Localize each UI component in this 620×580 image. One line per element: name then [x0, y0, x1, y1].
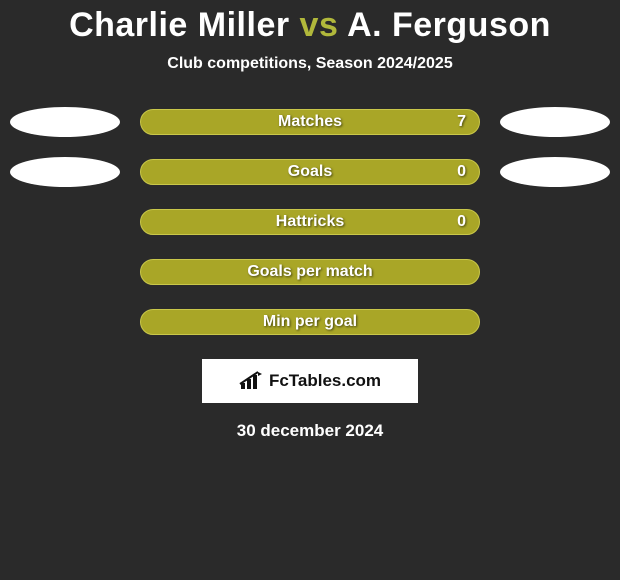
- stat-bar: Hattricks 0: [140, 209, 480, 235]
- ellipse-left: [10, 107, 120, 137]
- stat-row: Goals per match: [0, 257, 620, 287]
- stat-bar: Goals 0: [140, 159, 480, 185]
- stat-row: Min per goal: [0, 307, 620, 337]
- ellipse-right: [500, 157, 610, 187]
- stats-rows: Matches 7 Goals 0 Hattricks 0 Goals per match M…: [0, 107, 620, 337]
- stat-bar: Goals per match: [140, 259, 480, 285]
- stat-row: Goals 0: [0, 157, 620, 187]
- stat-label: Goals: [288, 163, 332, 181]
- date-text: 30 december 2024: [0, 421, 620, 441]
- stat-row: Hattricks 0: [0, 207, 620, 237]
- stat-value-right: 0: [457, 213, 466, 231]
- page-title: Charlie Miller vs A. Ferguson: [0, 6, 620, 45]
- brand-text: FcTables.com: [269, 371, 381, 391]
- stat-label: Matches: [278, 113, 342, 131]
- stat-row: Matches 7: [0, 107, 620, 137]
- stat-value-right: 0: [457, 163, 466, 181]
- title-vs: vs: [300, 6, 339, 44]
- stat-bar: Matches 7: [140, 109, 480, 135]
- ellipse-left: [10, 157, 120, 187]
- stat-label: Min per goal: [263, 313, 357, 331]
- chart-icon: [239, 371, 265, 391]
- brand-badge: FcTables.com: [202, 359, 418, 403]
- stat-label: Hattricks: [276, 213, 344, 231]
- subtitle: Club competitions, Season 2024/2025: [0, 55, 620, 73]
- title-player2: A. Ferguson: [347, 6, 551, 44]
- stat-label: Goals per match: [247, 263, 372, 281]
- ellipse-right: [500, 107, 610, 137]
- title-player1: Charlie Miller: [69, 6, 290, 44]
- stat-bar: Min per goal: [140, 309, 480, 335]
- stat-value-right: 7: [457, 113, 466, 131]
